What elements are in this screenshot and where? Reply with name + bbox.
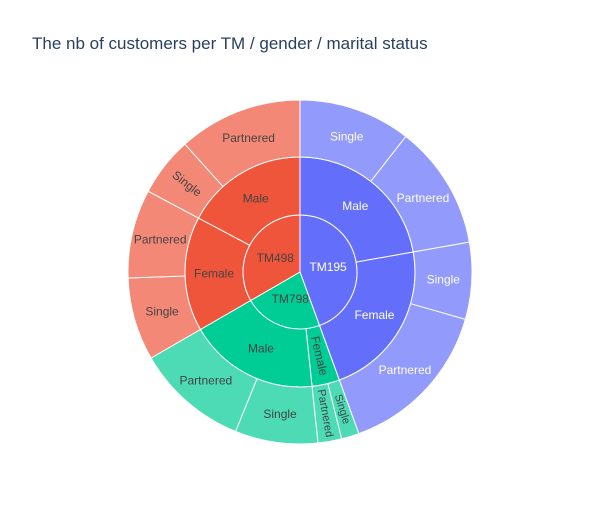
segment-label-tm498-female: Female (194, 267, 234, 281)
segment-label-tm195-male-single: Single (330, 129, 364, 143)
segment-label-tm498-male: Male (243, 191, 269, 205)
segment-label-tm195-male-partnered: Partnered (397, 191, 450, 205)
chart-title: The nb of customers per TM / gender / ma… (32, 34, 428, 53)
segment-label-tm498-female-single: Single (145, 305, 179, 319)
segment-label-tm498-male-partnered: Partnered (222, 131, 275, 145)
segment-label-tm798-male-single: Single (263, 407, 297, 421)
segment-label-tm195-female-partnered: Partnered (379, 363, 432, 377)
segment-label-tm798-male: Male (248, 342, 274, 356)
segment-label-tm798-male-partnered: Partnered (180, 373, 233, 387)
segment-label-tm195: TM195 (309, 260, 347, 274)
segment-label-tm195-male: Male (342, 199, 368, 213)
sunburst-arcs (127, 99, 473, 445)
segment-label-tm195-female-single: Single (427, 273, 461, 287)
segment-label-tm195-female: Female (354, 308, 394, 322)
segment-tm498-male-partnered[interactable] (184, 99, 301, 188)
segment-label-tm498-female-partnered: Partnered (134, 233, 187, 247)
segment-label-tm798: TM798 (272, 292, 310, 306)
segment-label-tm498: TM498 (257, 251, 295, 265)
